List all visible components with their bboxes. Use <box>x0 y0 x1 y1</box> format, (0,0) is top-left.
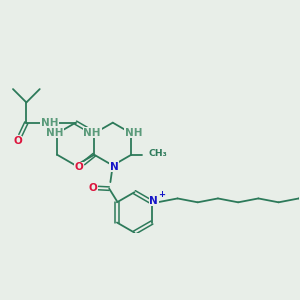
Text: O: O <box>74 162 83 172</box>
Text: N: N <box>110 162 118 172</box>
Text: NH: NH <box>41 118 58 128</box>
Text: NH: NH <box>125 128 142 138</box>
Text: NH: NH <box>46 128 64 138</box>
Text: NH: NH <box>83 128 100 138</box>
Text: N: N <box>92 128 101 138</box>
Text: +: + <box>158 190 165 200</box>
Text: O: O <box>13 136 22 146</box>
Text: O: O <box>88 183 97 193</box>
Text: N: N <box>149 196 158 206</box>
Text: CH₃: CH₃ <box>148 149 167 158</box>
